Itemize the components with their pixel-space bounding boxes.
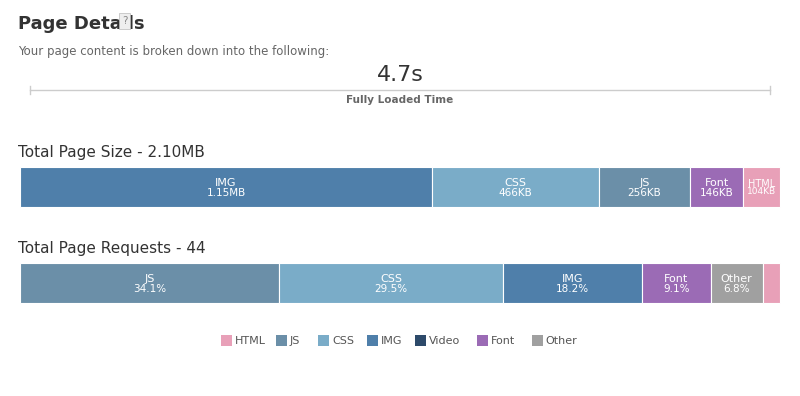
Text: JS: JS [639,178,650,188]
Bar [279,263,503,303]
Text: IMG: IMG [562,274,583,284]
Text: Other: Other [546,336,578,346]
Bar [221,335,232,346]
Text: ?: ? [122,16,127,26]
Bar [503,263,642,303]
Bar [415,335,426,346]
Text: 34.1%: 34.1% [133,284,166,294]
Text: 256KB: 256KB [628,188,662,198]
Text: 466KB: 466KB [498,188,532,198]
Text: CSS: CSS [380,274,402,284]
Text: Page Details: Page Details [18,15,145,33]
Text: 6.8%: 6.8% [723,284,750,294]
Bar [432,167,598,207]
Text: 1.15MB: 1.15MB [206,188,246,198]
Bar [762,263,780,303]
Text: 9.1%: 9.1% [663,284,690,294]
Text: Video: Video [429,336,460,346]
Text: 146KB: 146KB [700,188,734,198]
Text: IMG: IMG [381,336,402,346]
Text: Total Page Size - 2.10MB: Total Page Size - 2.10MB [18,145,205,160]
Text: 104KB: 104KB [747,187,776,196]
Text: JS: JS [290,336,300,346]
Text: Font: Font [664,274,688,284]
Bar [598,167,690,207]
Bar [690,167,742,207]
Bar [20,263,279,303]
Text: JS: JS [144,274,154,284]
Bar [531,335,542,346]
Bar [477,335,487,346]
Text: CSS: CSS [332,336,354,346]
Text: Total Page Requests - 44: Total Page Requests - 44 [18,241,206,256]
Text: Fully Loaded Time: Fully Loaded Time [346,95,454,105]
Bar [742,167,780,207]
Text: 4.7s: 4.7s [377,65,423,85]
Text: 18.2%: 18.2% [556,284,589,294]
Text: 29.5%: 29.5% [374,284,408,294]
Text: HTML: HTML [235,336,266,346]
Bar [642,263,711,303]
Text: IMG: IMG [215,178,237,188]
Text: Your page content is broken down into the following:: Your page content is broken down into th… [18,45,330,58]
Bar [366,335,378,346]
Text: HTML: HTML [748,179,775,189]
Bar [318,335,329,346]
Text: Other: Other [721,274,753,284]
Text: CSS: CSS [504,178,526,188]
Bar [711,263,762,303]
Bar [20,167,432,207]
Bar [276,335,287,346]
Text: Font: Font [705,178,729,188]
Text: Font: Font [490,336,514,346]
